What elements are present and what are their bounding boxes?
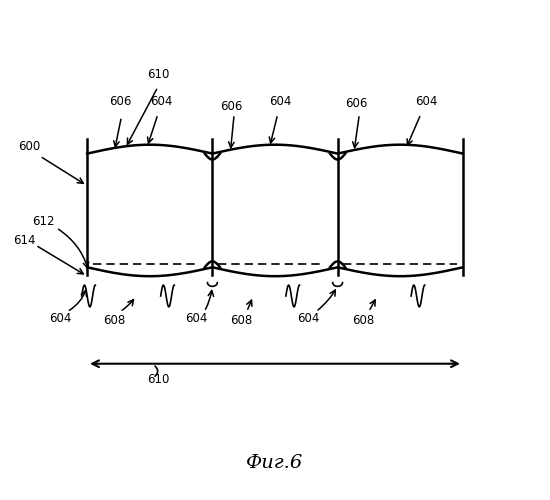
Text: 608: 608 [352, 314, 375, 327]
Text: 604: 604 [298, 312, 320, 324]
Text: 604: 604 [185, 312, 207, 324]
Text: 604: 604 [151, 95, 173, 108]
Text: 604: 604 [49, 312, 71, 324]
Text: 606: 606 [220, 100, 243, 113]
Text: 604: 604 [270, 95, 292, 108]
Text: 610: 610 [147, 68, 169, 81]
Text: 606: 606 [345, 96, 368, 110]
Text: 608: 608 [230, 314, 252, 327]
Text: 610: 610 [147, 373, 169, 386]
Text: 612: 612 [32, 215, 55, 228]
Text: 604: 604 [415, 95, 438, 108]
Text: 600: 600 [18, 140, 40, 152]
Text: 606: 606 [109, 95, 131, 108]
Text: 608: 608 [103, 314, 125, 327]
Text: Фиг.6: Фиг.6 [246, 454, 304, 471]
Text: 614: 614 [13, 234, 36, 246]
